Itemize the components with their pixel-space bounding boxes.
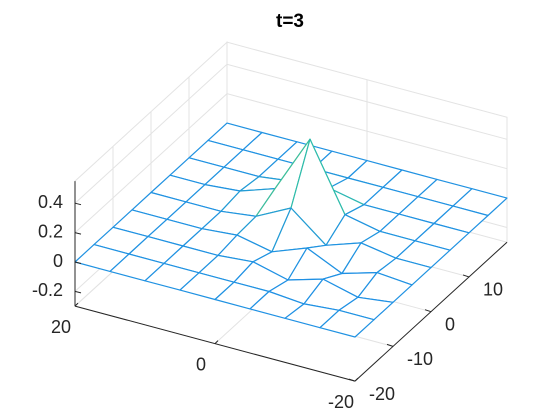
y-tick-label: 0	[445, 314, 455, 334]
y-axis	[354, 241, 508, 382]
mesh-cell	[319, 309, 375, 338]
y-tick	[424, 309, 432, 313]
x-tick-label: 20	[51, 317, 71, 337]
z-tick	[74, 202, 82, 206]
z-tick-label: -0.2	[32, 280, 63, 300]
z-tick-label: 0	[53, 251, 63, 271]
y-tick	[462, 274, 470, 278]
x-tick-label: -20	[328, 392, 354, 412]
axes: -0.2 0 0.2 0.4 -20 0 20 -20 -10 0 10	[32, 181, 508, 412]
x-tick	[74, 302, 79, 307]
z-tick-label: 0.2	[38, 221, 63, 241]
z-tick	[74, 232, 82, 235]
y-tick	[348, 378, 356, 382]
x-tick-label: 0	[196, 354, 206, 374]
x-tick	[354, 377, 359, 382]
chart-title: t=3	[276, 11, 304, 32]
z-tick	[74, 290, 82, 294]
y-tick-label: -20	[369, 384, 395, 404]
y-tick	[386, 343, 394, 347]
z-tick	[74, 261, 82, 264]
z-tick-label: 0.4	[38, 192, 63, 212]
mesh-surface	[74, 122, 508, 338]
y-tick-label: -10	[407, 349, 433, 369]
x-tick	[214, 340, 219, 344]
y-tick-label: 10	[483, 280, 503, 300]
